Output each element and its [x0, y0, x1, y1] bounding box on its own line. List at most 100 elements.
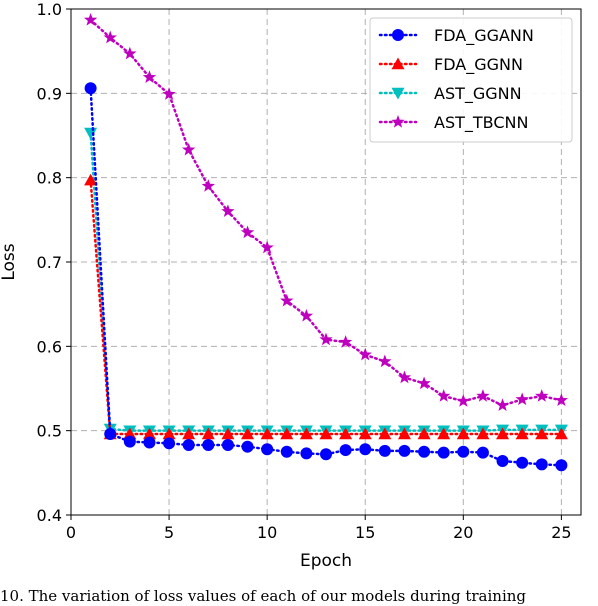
legend-marker: [391, 87, 405, 100]
legend-item: AST_GGNN: [378, 84, 522, 104]
legend: FDA_GGANN FDA_GGNN AST_GGNN AST_TBCNN: [369, 17, 573, 143]
series-fda-ggnn: [84, 173, 568, 440]
data-point: [359, 443, 372, 456]
data-point: [261, 443, 274, 456]
legend-item: AST_TBCNN: [378, 113, 528, 133]
data-point: [201, 179, 215, 192]
data-point: [554, 427, 568, 440]
y-tick-label: 0.4: [37, 506, 62, 525]
data-point: [221, 427, 235, 440]
data-point: [142, 70, 157, 83]
data-point: [358, 347, 372, 361]
data-point: [241, 440, 254, 453]
legend-label: FDA_GGNN: [434, 55, 523, 75]
data-point: [496, 455, 509, 468]
data-point: [476, 446, 489, 459]
series-ast-tbcnn: [83, 12, 569, 412]
data-point: [84, 82, 97, 95]
data-point: [339, 427, 353, 440]
figure-caption: 10. The variation of loss values of each…: [0, 587, 527, 605]
legend-marker: [391, 57, 405, 70]
data-point: [300, 447, 313, 460]
data-point: [103, 30, 117, 44]
data-point: [221, 204, 235, 218]
data-point: [338, 335, 353, 348]
data-point: [123, 435, 136, 448]
y-tick-label: 0.8: [37, 169, 62, 188]
data-point: [516, 456, 529, 469]
data-point: [555, 459, 568, 472]
data-point: [241, 427, 255, 440]
y-tick-label: 0.9: [37, 84, 62, 103]
data-point: [378, 444, 391, 457]
data-point: [417, 427, 431, 440]
data-point: [182, 439, 195, 452]
data-point: [201, 427, 215, 440]
data-point: [280, 445, 293, 458]
data-point: [162, 427, 176, 440]
data-point: [104, 428, 117, 441]
data-point: [319, 427, 333, 440]
data-point: [456, 427, 470, 440]
legend-label: AST_GGNN: [434, 84, 522, 104]
data-point: [515, 392, 529, 406]
data-point: [123, 46, 137, 60]
data-point: [476, 389, 490, 402]
data-point: [280, 293, 294, 307]
data-point: [397, 370, 412, 384]
data-point: [83, 12, 98, 26]
legend-label: FDA_GGANN: [434, 26, 534, 46]
legend-marker: [391, 115, 405, 128]
axis-ticks: 0 5 10 15 20 25 0.4 0.5 0.6 0.7 0.8 0.9 1.0: [37, 0, 572, 542]
data-point: [182, 142, 196, 156]
x-tick-label: 25: [551, 523, 571, 542]
data-point: [84, 173, 98, 186]
y-axis-label: Loss: [0, 243, 19, 280]
data-point: [437, 389, 451, 402]
data-point: [319, 332, 333, 346]
legend-label: AST_TBCNN: [434, 113, 528, 133]
loss-chart: 0 5 10 15 20 25 0.4 0.5 0.6 0.7 0.8 0.9 1.0 Epoch Lo…: [0, 0, 582, 571]
y-tick-label: 0.7: [37, 253, 62, 272]
x-tick-label: 10: [257, 523, 277, 542]
data-point: [378, 354, 392, 368]
data-point: [221, 439, 234, 452]
x-axis-label: Epoch: [300, 551, 352, 571]
data-point: [84, 127, 98, 140]
data-point: [418, 445, 431, 458]
data-point: [554, 393, 569, 406]
y-tick-label: 0.6: [37, 337, 62, 356]
data-point: [280, 427, 294, 440]
data-point: [457, 445, 470, 458]
y-tick-label: 1.0: [37, 0, 62, 19]
x-tick-label: 5: [164, 523, 174, 542]
data-point: [202, 439, 215, 452]
legend-item: FDA_GGNN: [378, 55, 523, 75]
data-point: [496, 427, 510, 440]
data-point: [142, 427, 156, 440]
data-point: [515, 427, 529, 440]
data-point: [260, 240, 274, 254]
data-point: [299, 308, 314, 322]
data-point: [437, 446, 450, 459]
x-tick-label: 20: [453, 523, 473, 542]
data-point: [339, 444, 352, 457]
series-layer: [83, 12, 569, 472]
data-point: [143, 436, 156, 449]
data-point: [163, 437, 176, 450]
data-point: [320, 448, 332, 461]
series-ast-ggnn: [84, 127, 568, 438]
legend-item: FDA_GGANN: [378, 26, 534, 46]
data-point: [358, 427, 372, 440]
data-point: [437, 427, 451, 440]
data-point: [456, 394, 470, 407]
data-point: [535, 458, 548, 471]
series-line: [89, 87, 563, 467]
data-point: [299, 427, 313, 440]
data-point: [182, 427, 196, 440]
data-point: [260, 427, 274, 440]
data-point: [162, 87, 176, 100]
legend-marker: [392, 29, 404, 41]
data-point: [123, 427, 137, 440]
data-point: [535, 389, 549, 402]
